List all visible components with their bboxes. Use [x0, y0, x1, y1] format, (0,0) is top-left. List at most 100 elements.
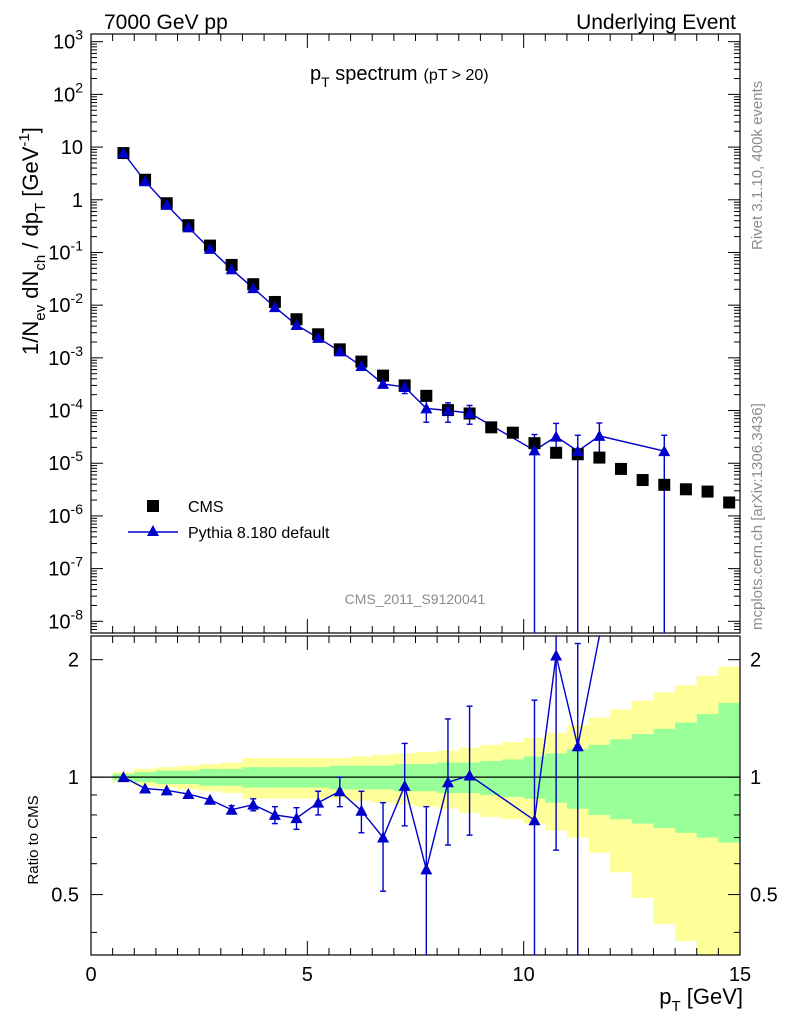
ratio-pythia-point — [117, 771, 130, 783]
ratio-band-inner — [631, 733, 654, 824]
x-tick-label: 5 — [302, 964, 313, 986]
pythia-point — [355, 360, 368, 372]
upper-frame — [90, 33, 741, 634]
ratio-pythia-point — [550, 649, 563, 661]
series-pythia-line — [122, 152, 665, 452]
ratio-band-inner — [610, 739, 632, 820]
ratio-band-inner — [502, 759, 524, 797]
pythia-point — [463, 406, 476, 418]
pythia-point — [290, 319, 303, 331]
cms-data-point — [701, 485, 714, 498]
legend-pythia-label: Pythia 8.180 default — [188, 525, 330, 542]
pythia-point — [593, 429, 606, 441]
ratio-pythia-point — [571, 740, 584, 752]
ratio-pythia-point — [268, 808, 281, 820]
ratio-pythia-point — [420, 863, 433, 875]
upper-y-tick-label: 10-7 — [48, 554, 83, 581]
header-left: 7000 GeV pp — [104, 11, 228, 34]
cms-data-point — [636, 474, 649, 487]
x-tick-label: 10 — [513, 964, 535, 986]
pythia-point — [333, 345, 346, 357]
ratio-pythia-point — [441, 776, 454, 788]
upper-y-tick-label: 102 — [53, 79, 83, 106]
ratio-pythia-point — [247, 798, 260, 810]
cms-data-point — [593, 451, 606, 464]
legend: CMS Pythia 8.180 default — [128, 499, 330, 542]
ratio-band-inner — [588, 744, 611, 815]
ratio-pythia-point — [139, 782, 152, 794]
upper-y-tick-label: 1 — [72, 190, 83, 212]
cms-data-point — [723, 496, 736, 509]
title-sub: T — [321, 74, 330, 90]
ratio-panel: 0.5 0.5 1 1 2 2 0 5 10 15 — [51, 635, 778, 986]
pythia-point — [139, 175, 152, 187]
ratio-pythia-point — [528, 814, 541, 826]
ratio-band-inner — [653, 728, 676, 829]
upper-y-tick-label: 10-5 — [48, 448, 83, 475]
x-axis-label: pT [GeV] — [659, 984, 743, 1015]
upper-y-tick-label: 10-1 — [48, 237, 83, 264]
pythia-point — [182, 221, 195, 233]
ratio-pythia-point — [160, 784, 173, 796]
mcplots-label: mcplots.cern.ch [arXiv:1306.3436] — [749, 403, 766, 630]
legend-pythia-marker — [147, 525, 159, 536]
pythia-point — [312, 331, 325, 343]
ratio-pythia-point — [355, 804, 368, 816]
cms-data-point — [485, 421, 498, 434]
cms-data-point — [506, 426, 519, 439]
title-main: p — [310, 63, 321, 85]
upper-title: pT spectrum (pT > 20) — [310, 63, 489, 90]
pythia-point — [203, 242, 216, 254]
cms-data-point — [679, 483, 692, 496]
ratio-band-inner — [696, 714, 719, 838]
ratio-y-tick-label-right: 2 — [750, 650, 761, 672]
pythia-point — [160, 198, 173, 210]
ratio-pythia-point — [398, 779, 411, 791]
ratio-y-axis-label: Ratio to CMS — [25, 795, 42, 884]
upper-y-tick-label: 103 — [53, 27, 83, 54]
ratio-pythia-point — [333, 785, 346, 797]
upper-y-tick-label: 10-4 — [48, 396, 83, 423]
svg-text:pT spectrum(pT > 20): pT spectrum (pT > 20) — [310, 63, 489, 90]
pythia-point — [420, 402, 433, 414]
pythia-point — [117, 147, 130, 159]
pythia-point — [225, 263, 238, 275]
pythia-point — [658, 445, 671, 457]
cms-data-point — [420, 389, 433, 402]
ratio-y-tick-label-left: 1 — [68, 767, 79, 789]
upper-y-axis-label: 1/Nev dNch / dpT [GeV-1] — [16, 127, 49, 355]
ratio-y-tick-label-right: 0.5 — [750, 885, 778, 907]
ratio-y-tick-label-left: 2 — [68, 650, 79, 672]
pythia-point — [441, 404, 454, 416]
ratio-pythia-point — [290, 812, 303, 824]
pythia-point — [268, 301, 281, 313]
ratio-pythia-point — [225, 803, 238, 815]
ratio-pythia-point — [182, 788, 195, 800]
pythia-point — [571, 445, 584, 457]
upper-panel: 10-8 10-7 10-6 10-5 10-4 10-3 10-2 10-1 1 10 102 10… — [48, 27, 741, 634]
ratio-pythia-point — [203, 793, 216, 805]
cms-data-point — [528, 437, 541, 450]
x-tick-label: 15 — [729, 964, 751, 986]
title-note: (pT > 20) — [424, 67, 489, 84]
upper-y-tick-label: 10-8 — [48, 606, 83, 633]
pythia-point — [247, 282, 260, 294]
upper-y-tick-label: 10-6 — [48, 501, 83, 528]
legend-cms-label: CMS — [188, 499, 224, 516]
analysis-id: CMS_2011_S9120041 — [345, 591, 486, 607]
cms-data-point — [615, 462, 628, 475]
ratio-pythia-point — [312, 796, 325, 808]
upper-y-tick-label: 10-2 — [48, 290, 83, 317]
ratio-pythia-point — [377, 831, 390, 843]
pythia-point — [398, 380, 411, 392]
x-tick-label: 0 — [85, 964, 96, 986]
ratio-pythia-point — [463, 769, 476, 781]
cms-data-point — [377, 369, 390, 382]
pythia-point — [550, 430, 563, 442]
cms-data-point — [658, 478, 671, 491]
upper-y-tick-label: 10-3 — [48, 343, 83, 370]
title-rest: spectrum — [330, 63, 418, 85]
header-right: Underlying Event — [576, 11, 736, 34]
